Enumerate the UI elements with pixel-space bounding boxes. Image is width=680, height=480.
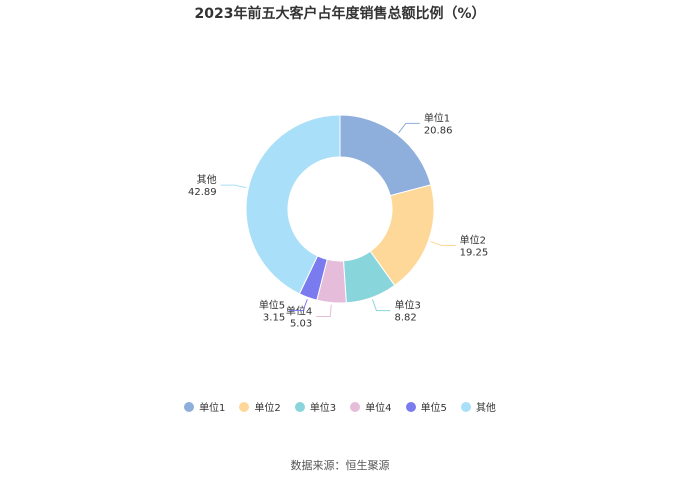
slice-label-name-2: 单位2 (460, 233, 486, 246)
slice-label-name-4: 单位4 (286, 305, 312, 318)
legend-label: 单位3 (309, 403, 337, 414)
leader-line-3 (371, 299, 391, 312)
slice-label-value-3: 8.82 (394, 313, 416, 324)
leader-line-1 (398, 122, 420, 134)
data-source-note: 数据来源：恒生聚源 (290, 459, 390, 472)
donut-slice-1[interactable] (339, 114, 432, 197)
legend-item-6[interactable]: 其他 (460, 399, 496, 414)
slice-label-value-6: 42.89 (188, 187, 217, 198)
legend-marker-icon (350, 401, 361, 412)
legend-item-3[interactable]: 单位3 (294, 399, 337, 414)
slice-label-value-4: 5.03 (290, 319, 312, 330)
legend-label: 单位5 (420, 403, 447, 414)
legend-label: 其他 (475, 403, 496, 414)
leader-line-4 (316, 304, 332, 318)
legend-item-4[interactable]: 单位4 (350, 399, 392, 414)
slice-label-name-3: 单位3 (394, 299, 420, 312)
legend-label: 单位4 (365, 403, 392, 414)
slice-label-name-5: 单位5 (259, 299, 285, 312)
slice-label-value-2: 19.25 (460, 247, 489, 258)
legend-marker-icon (460, 401, 471, 412)
chart-title: 2023年前五大客户占年度销售总额比例（%） (194, 6, 486, 22)
chart-legend: 单位1 单位2 单位3 单位4 单位5 其他 (0, 399, 680, 414)
legend-label: 单位2 (254, 403, 281, 414)
leader-line-2 (430, 240, 456, 246)
slice-label-name-1: 单位1 (424, 111, 450, 124)
leader-line-5 (289, 299, 308, 312)
legend-label: 单位1 (199, 403, 226, 414)
legend-marker-icon (184, 401, 195, 412)
legend-item-1[interactable]: 单位1 (184, 399, 225, 414)
donut-slice-6[interactable] (245, 114, 341, 295)
legend-item-2[interactable]: 单位2 (239, 399, 281, 414)
legend-item-5[interactable]: 单位5 (405, 399, 447, 414)
slice-label-value-5: 3.15 (263, 313, 285, 324)
legend-marker-icon (239, 401, 250, 412)
legend-marker-icon (405, 401, 416, 412)
legend-marker-icon (294, 401, 305, 412)
leader-line-6 (220, 184, 247, 189)
slice-label-name-6: 其他 (197, 173, 217, 186)
slice-label-value-1: 20.86 (424, 125, 453, 136)
